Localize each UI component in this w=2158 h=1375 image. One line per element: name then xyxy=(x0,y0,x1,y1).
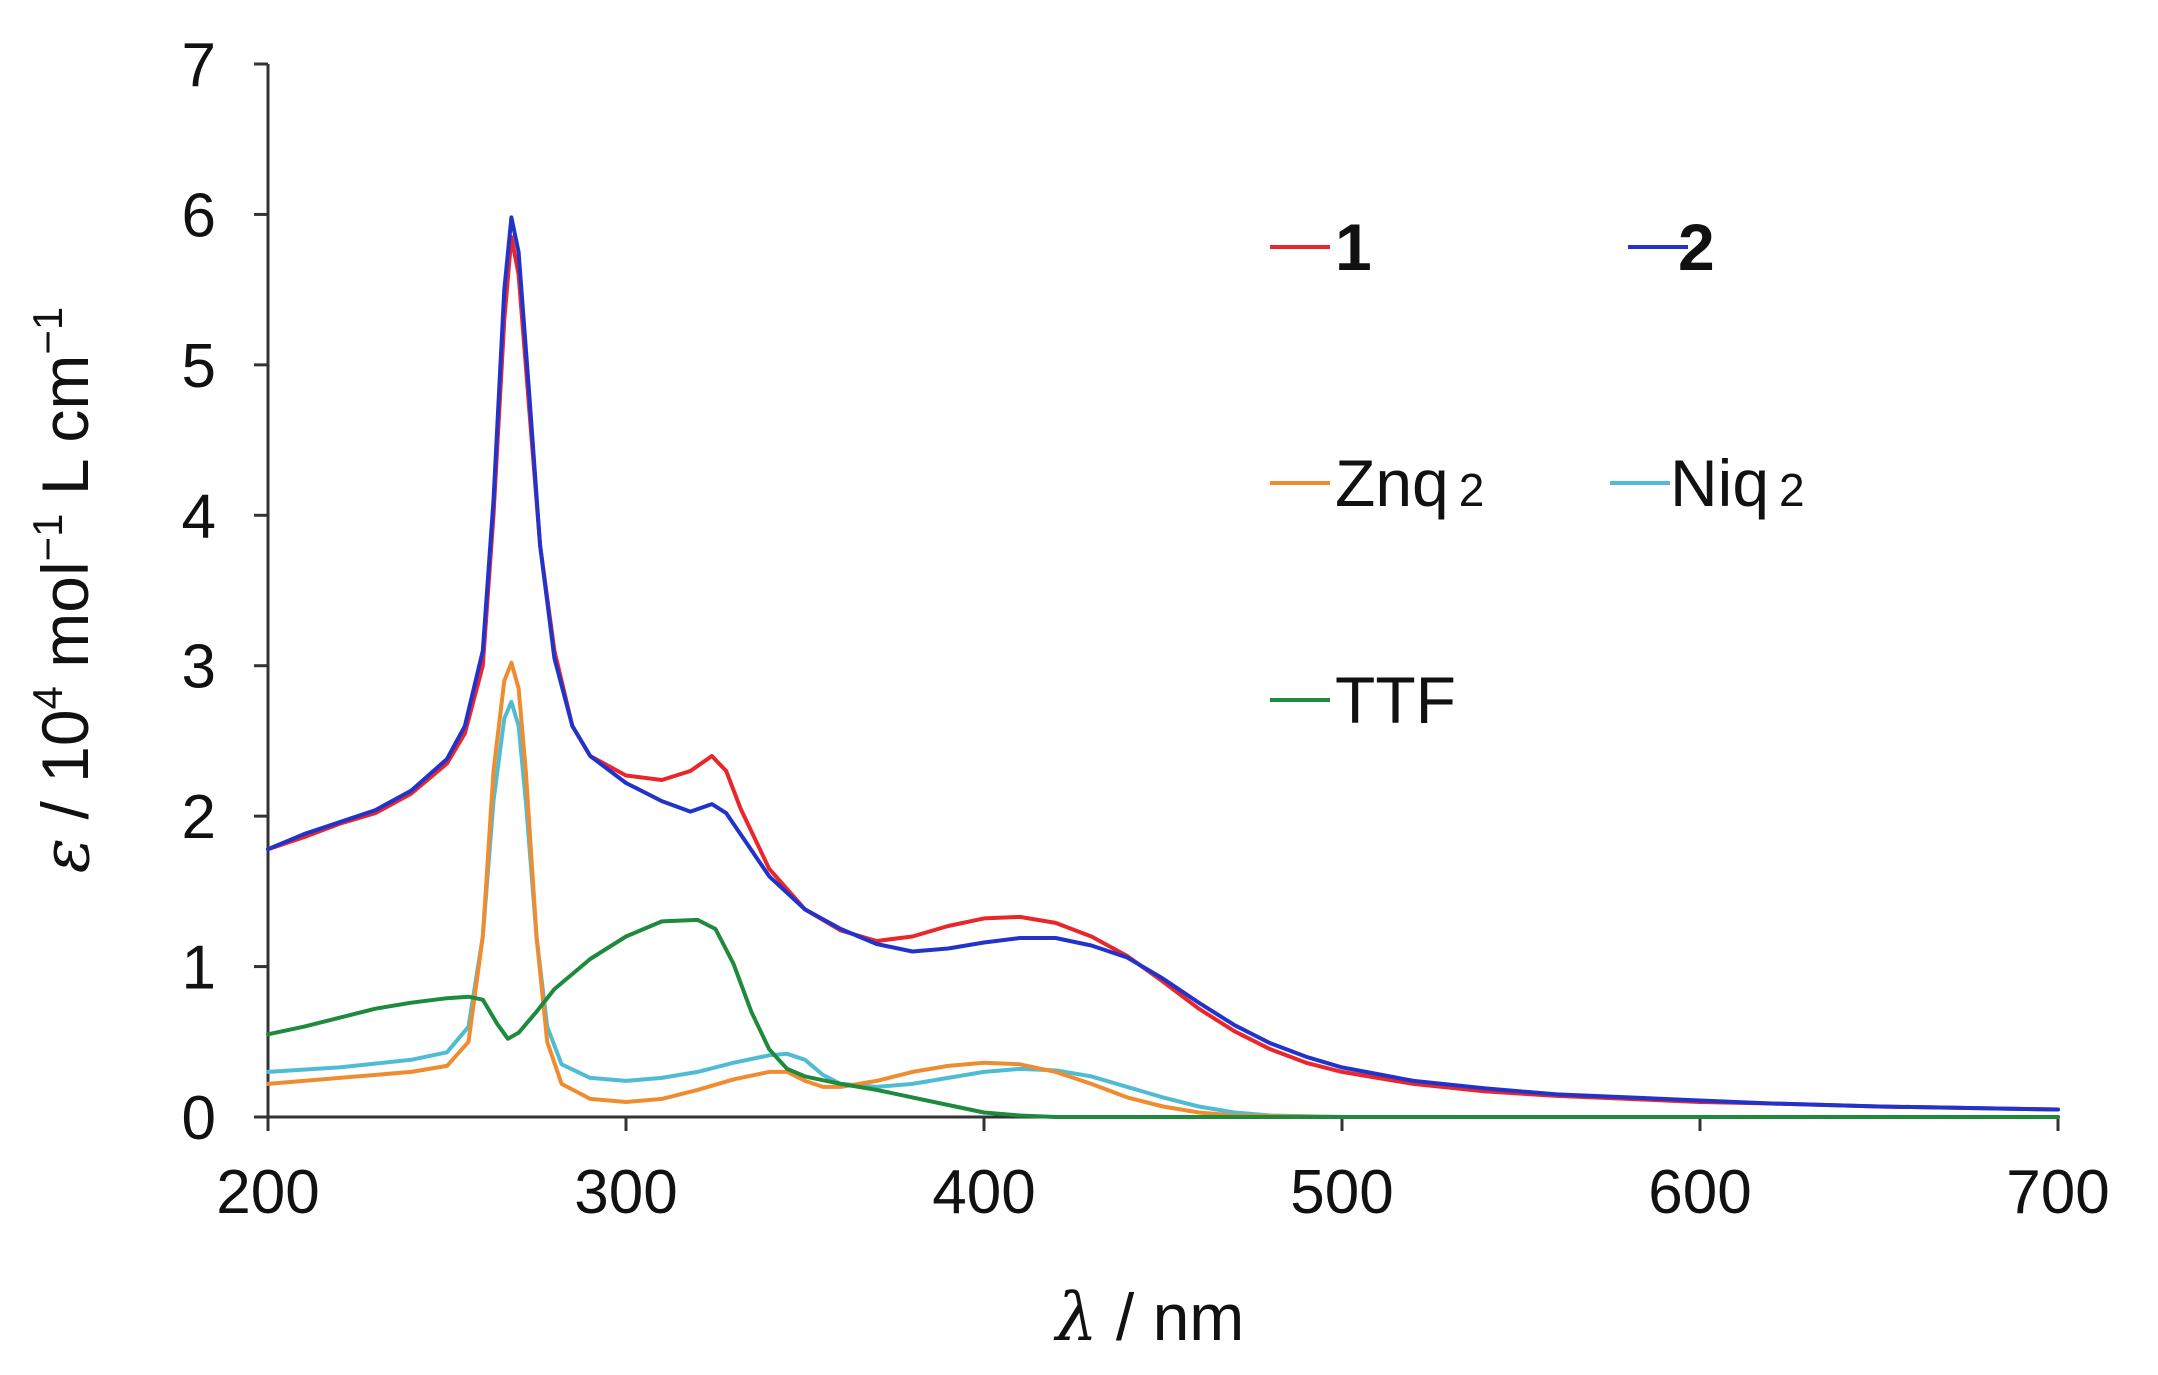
legend-label-2: 2 xyxy=(1678,210,1715,284)
x-tick-label-500: 500 xyxy=(1290,1158,1393,1227)
x-tick-label-700: 700 xyxy=(2006,1158,2109,1227)
y-tick-label-7: 7 xyxy=(182,31,216,100)
legend-label-znq2: Znq 2 xyxy=(1335,446,1484,520)
legend-label-1: 1 xyxy=(1335,210,1372,284)
legend-label-ttf: TTF xyxy=(1335,663,1456,737)
y-tick-label-0: 0 xyxy=(182,1084,216,1153)
y-axis-title: ε / 104 mol−1 L cm−1 xyxy=(24,307,104,874)
x-axis-title: λ / nm xyxy=(1053,1279,1245,1356)
legend: 1 2 Znq 2 Niq 2 TTF xyxy=(1270,210,1805,737)
y-tick-label-6: 6 xyxy=(182,181,216,250)
series-line-zn xyxy=(266,660,2060,1119)
series-line-ttf xyxy=(266,917,2060,1119)
series-line-ni xyxy=(266,699,2060,1119)
legend-label-niq2: Niq 2 xyxy=(1670,446,1805,520)
plot-area xyxy=(266,215,2060,1119)
y-tick-label-3: 3 xyxy=(182,633,216,702)
y-tick-label-2: 2 xyxy=(182,783,216,852)
x-tick-label-200: 200 xyxy=(216,1158,319,1227)
y-tick-label-4: 4 xyxy=(182,482,216,551)
ticks: 200 300 400 500 600 700 0 1 2 3 4 5 6 7 xyxy=(182,31,2110,1227)
y-tick-label-5: 5 xyxy=(182,332,216,401)
y-tick-label-1: 1 xyxy=(182,934,216,1003)
x-tick-label-600: 600 xyxy=(1648,1158,1751,1227)
x-tick-label-300: 300 xyxy=(574,1158,677,1227)
series-line-s2 xyxy=(266,215,2060,1112)
x-tick-label-400: 400 xyxy=(932,1158,1035,1227)
axes xyxy=(266,64,2058,1119)
